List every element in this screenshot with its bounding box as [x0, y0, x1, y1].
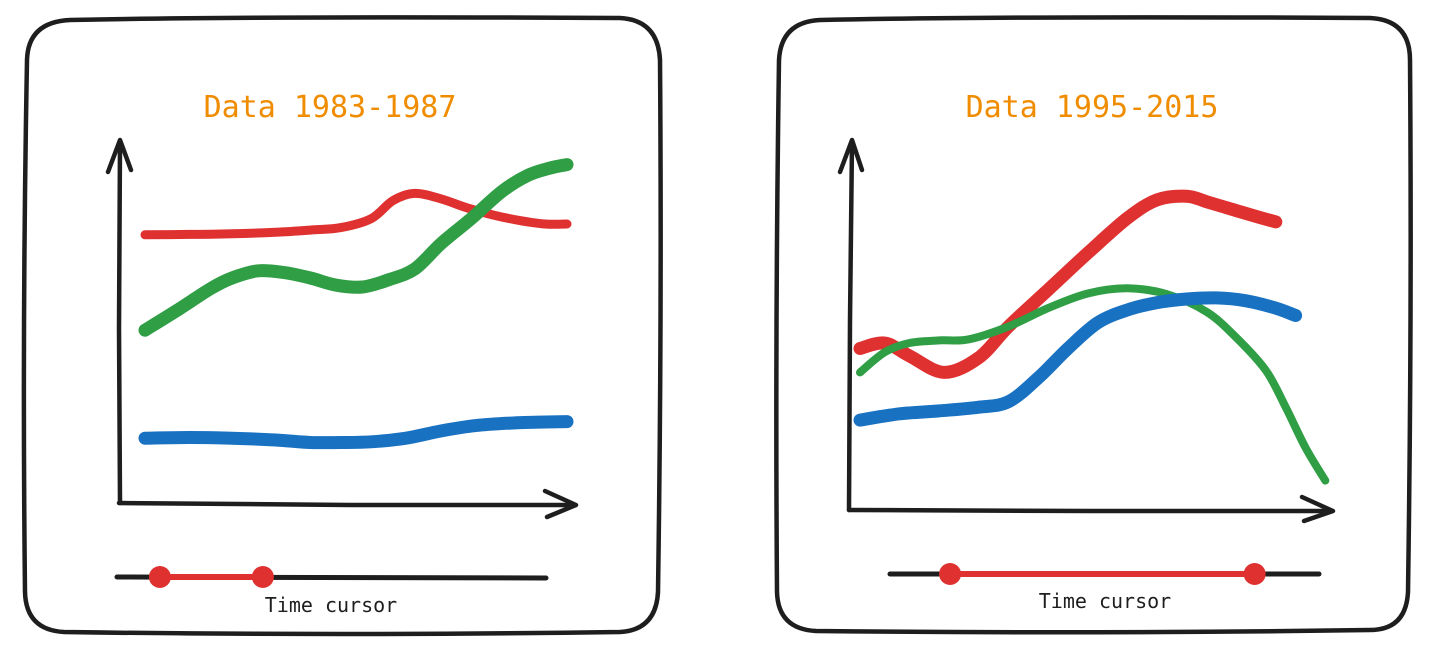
range-end-handle[interactable] [251, 566, 274, 588]
x-axis [846, 507, 1335, 514]
chart-card: Data 1983-1987 Time cursor [21, 15, 663, 637]
chart-plot [105, 137, 579, 520]
series-layer [138, 158, 574, 450]
time-cursor: Time cursor [114, 566, 549, 617]
right-arrow-icon [1299, 494, 1336, 524]
time-cursor-label: Time cursor [1039, 589, 1171, 613]
series-line-0 [140, 188, 572, 240]
y-axis [846, 139, 855, 513]
series-line-1 [856, 284, 1330, 485]
range-start-handle[interactable] [148, 566, 171, 588]
chart-card: Data 1995-2015 Time cursor [774, 15, 1413, 635]
card-frame [21, 15, 663, 637]
right-arrow-icon [542, 488, 579, 520]
chart-title: Data 1995-2015 [966, 90, 1219, 125]
chart-plot [837, 137, 1336, 524]
up-arrow-icon [105, 137, 134, 175]
range-end-handle[interactable] [1243, 563, 1266, 585]
x-axis [116, 500, 578, 508]
series-line-2 [138, 415, 574, 450]
time-cursor: Time cursor [887, 563, 1322, 613]
y-axis [116, 139, 123, 506]
series-line-0 [853, 189, 1283, 379]
range-start-handle[interactable] [939, 563, 962, 585]
chart-title: Data 1983-1987 [204, 90, 457, 125]
series-line-1 [138, 158, 574, 337]
series-line-2 [853, 291, 1303, 427]
up-arrow-icon [837, 137, 865, 175]
time-cursor-label: Time cursor [265, 593, 397, 617]
series-layer [853, 189, 1330, 485]
